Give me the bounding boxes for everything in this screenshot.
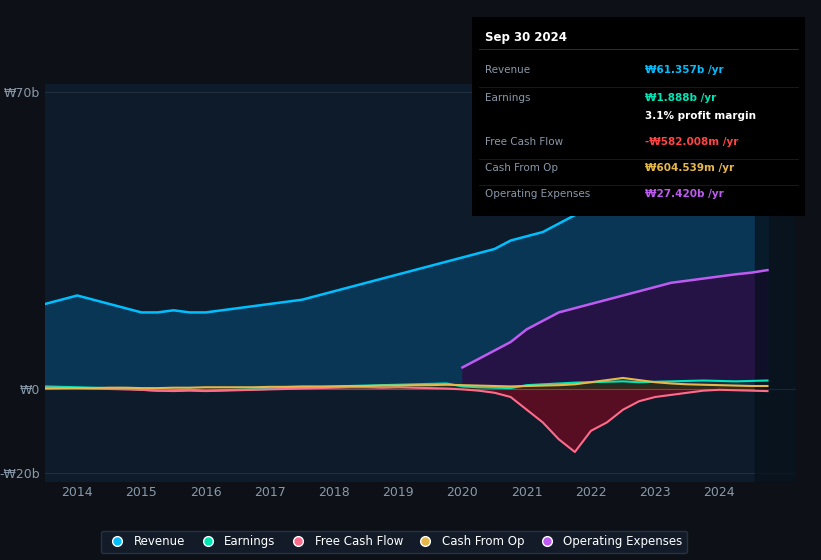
Text: ₩27.420b /yr: ₩27.420b /yr [645,189,724,199]
Text: Cash From Op: Cash From Op [485,163,558,173]
Text: Free Cash Flow: Free Cash Flow [485,137,563,147]
Text: ₩1.888b /yr: ₩1.888b /yr [645,94,716,103]
Text: Earnings: Earnings [485,94,531,103]
Text: ₩604.539m /yr: ₩604.539m /yr [645,163,734,173]
Text: ₩61.357b /yr: ₩61.357b /yr [645,66,723,76]
Text: 3.1% profit margin: 3.1% profit margin [645,111,756,121]
Text: Sep 30 2024: Sep 30 2024 [485,31,567,44]
Bar [754,84,796,482]
Legend: Revenue, Earnings, Free Cash Flow, Cash From Op, Operating Expenses: Revenue, Earnings, Free Cash Flow, Cash … [101,530,687,553]
Text: -₩582.008m /yr: -₩582.008m /yr [645,137,738,147]
Text: Operating Expenses: Operating Expenses [485,189,590,199]
Text: Revenue: Revenue [485,66,530,76]
